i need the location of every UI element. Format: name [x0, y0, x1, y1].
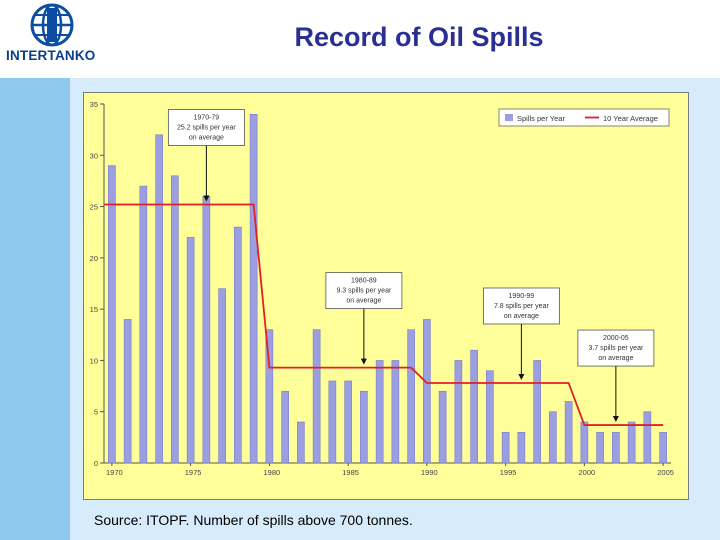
bar-1974 [171, 175, 179, 464]
globe-icon [30, 3, 74, 47]
bar-1996 [517, 431, 526, 464]
annotation-box [325, 272, 403, 310]
ten-year-average-line [104, 203, 664, 426]
x-tick-label: 1980 [264, 468, 281, 477]
bar-2001 [596, 431, 604, 464]
x-tick-label: 2005 [657, 468, 674, 477]
bar-1970 [108, 165, 116, 464]
slide-header: INTERTANKO Record of Oil Spills [0, 0, 720, 78]
y-tick-label: 20 [90, 254, 98, 263]
bar-1986 [360, 390, 368, 464]
bar-1988 [391, 360, 400, 464]
legend-swatch-bar [505, 114, 513, 121]
x-tick-label: 1970 [106, 468, 123, 477]
x-tick-label: 1975 [185, 468, 202, 477]
bar-1976 [202, 196, 211, 464]
oil-spills-chart: 0 5 10 15 20 25 30 35 1970 1975 1980 1985 1990 1995 20… [84, 93, 688, 499]
bar-1997 [533, 360, 541, 464]
annotation-text: 3.7 spills per year [588, 345, 644, 352]
annotation-box [577, 329, 655, 367]
page-title: Record of Oil Spills [294, 22, 544, 52]
legend-label-average: 10 Year Average [603, 114, 658, 123]
bar-1978 [234, 226, 242, 464]
annotation-text: 1980-89 [351, 278, 377, 285]
decorative-side-bar [0, 78, 70, 540]
y-tick-label: 35 [90, 100, 98, 109]
y-tick-label: 25 [90, 203, 98, 212]
annotation-text: 1990-99 [509, 293, 535, 300]
annotation-box [482, 287, 560, 325]
bar-1995 [501, 431, 510, 464]
bar-1994 [486, 370, 494, 464]
annotation-arrow-head [360, 358, 367, 365]
bar-2002 [612, 431, 620, 464]
bar-1991 [438, 390, 447, 464]
bar-1981 [281, 390, 289, 464]
intertanko-logo: INTERTANKO [0, 0, 118, 78]
bar-1982 [297, 421, 305, 464]
annotation-arrow-head [203, 195, 210, 202]
source-caption: Source: ITOPF. Number of spills above 70… [94, 512, 413, 528]
bar-1987 [375, 360, 384, 464]
annotation-box [167, 109, 245, 146]
bar-1972 [139, 185, 148, 464]
annotation-arrow-head [518, 373, 525, 380]
bar-2004 [643, 411, 652, 464]
legend-box [498, 108, 670, 127]
bar-1993 [470, 349, 478, 464]
y-tick-label: 30 [90, 151, 98, 160]
annotation-text: on average [189, 135, 224, 142]
bar-1998 [549, 411, 557, 464]
annotation-text: 1970-79 [194, 115, 220, 122]
annotation-text: 7.8 spills per year [494, 303, 550, 310]
x-tick-label: 1995 [500, 468, 517, 477]
bar-1979 [249, 114, 258, 464]
bar-1977 [218, 288, 226, 464]
bar-2003 [627, 421, 636, 464]
bar-1992 [454, 360, 463, 464]
bar-2000 [580, 421, 589, 464]
bar-1999 [564, 401, 573, 464]
annotation-text: on average [346, 298, 381, 305]
bar-1990 [423, 319, 431, 464]
x-tick-label: 1985 [342, 468, 359, 477]
bar-1984 [328, 380, 337, 464]
y-tick-label: 5 [94, 408, 98, 417]
annotation-text: 25.2 spills per year [177, 125, 236, 132]
annotation-text: on average [504, 313, 539, 320]
y-tick-label: 10 [90, 356, 98, 365]
logo-text: INTERTANKO [6, 48, 96, 63]
x-tick-label: 1990 [421, 468, 438, 477]
bar-2005 [659, 431, 667, 464]
annotation-text: on average [598, 355, 633, 362]
bar-1975 [186, 237, 195, 464]
y-tick-label: 15 [90, 305, 98, 314]
bar-1983 [312, 329, 321, 464]
x-tick-label: 2000 [579, 468, 596, 477]
bar-1973 [155, 134, 163, 464]
chart-frame: 0 5 10 15 20 25 30 35 1970 1975 1980 1985 1990 1995 20… [83, 92, 689, 500]
annotation-text: 2000-05 [603, 335, 629, 342]
y-tick-label: 0 [94, 459, 98, 468]
bar-1989 [407, 329, 415, 464]
bar-1985 [344, 380, 352, 464]
bar-1971 [123, 319, 132, 464]
annotation-text: 9.3 spills per year [336, 288, 392, 295]
annotation-arrow-head [612, 416, 619, 423]
legend-label-spills: Spills per Year [517, 114, 565, 123]
